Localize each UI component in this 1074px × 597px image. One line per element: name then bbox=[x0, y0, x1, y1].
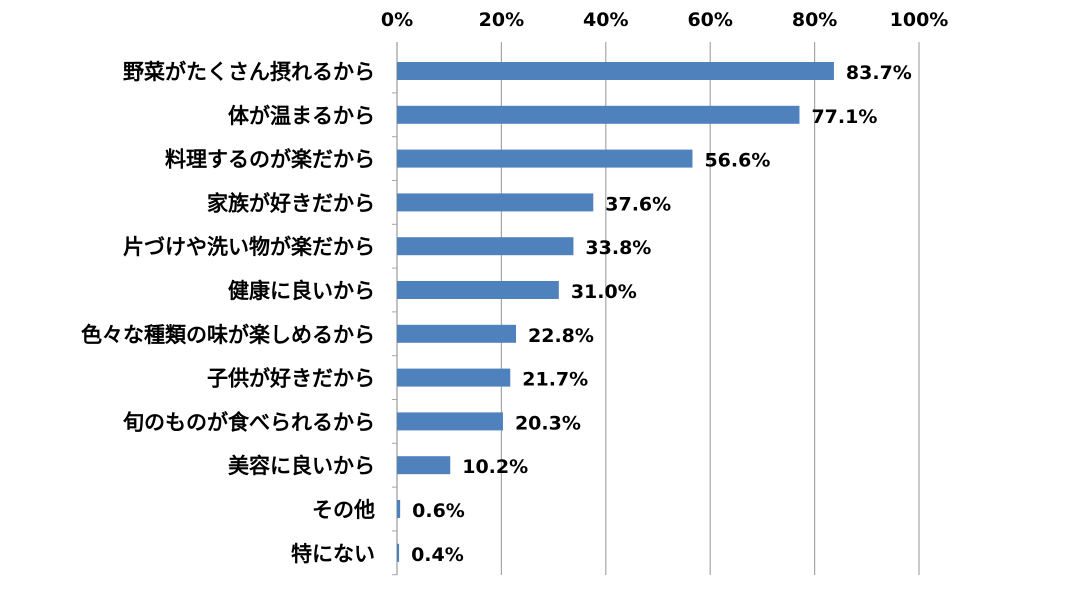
gridlines bbox=[392, 42, 920, 576]
data-label-4: 33.8% bbox=[585, 237, 651, 259]
category-label-10: その他 bbox=[312, 498, 375, 522]
bars bbox=[397, 62, 834, 562]
bar-9 bbox=[397, 456, 451, 475]
bar-2 bbox=[397, 149, 693, 168]
x-tick-label-60: 60% bbox=[687, 9, 732, 31]
bar-6 bbox=[397, 324, 517, 343]
data-label-1: 77.1% bbox=[811, 106, 877, 128]
bar-5 bbox=[397, 281, 559, 299]
data-label-5: 31.0% bbox=[571, 281, 637, 303]
bar-10 bbox=[397, 500, 401, 518]
bar-1 bbox=[397, 105, 800, 124]
category-label-8: 旬のものが食べられるから bbox=[122, 410, 375, 434]
data-label-10: 0.6% bbox=[412, 500, 465, 522]
x-tick-label-40: 40% bbox=[583, 9, 628, 31]
data-label-8: 20.3% bbox=[515, 412, 581, 434]
x-tick-label-20: 20% bbox=[479, 9, 524, 31]
data-labels: 83.7% 77.1% 56.6% 37.6% 33.8% 31.0% 22.8% 21.7%… bbox=[411, 62, 912, 566]
data-label-6: 22.8% bbox=[528, 325, 594, 347]
category-label-3: 家族が好きだから bbox=[207, 191, 375, 215]
x-tick-label-80: 80% bbox=[792, 9, 837, 31]
category-label-9: 美容に良いから bbox=[228, 454, 375, 478]
bar-8 bbox=[397, 412, 503, 431]
data-label-7: 21.7% bbox=[522, 369, 588, 391]
x-axis-tick-labels: 0% 20% 40% 60% 80% 100% bbox=[381, 9, 948, 31]
category-label-5: 健康に良いから bbox=[228, 279, 375, 303]
category-label-11: 特にない bbox=[291, 542, 375, 566]
category-label-0: 野菜がたくさん摂れるから bbox=[123, 60, 375, 84]
bar-11 bbox=[397, 543, 400, 562]
data-label-2: 56.6% bbox=[704, 150, 770, 172]
x-tick-label-0: 0% bbox=[381, 9, 413, 31]
bar-0 bbox=[397, 62, 834, 80]
bar-4 bbox=[397, 237, 574, 256]
category-label-7: 子供が好きだから bbox=[207, 367, 375, 391]
bar-7 bbox=[397, 368, 511, 387]
data-label-0: 83.7% bbox=[846, 62, 912, 84]
bar-3 bbox=[397, 193, 594, 212]
category-label-1: 体が温まるから bbox=[228, 104, 375, 128]
category-label-6: 色々な種類の味が楽しめるから bbox=[81, 323, 375, 347]
x-tick-label-100: 100% bbox=[890, 9, 949, 31]
data-label-11: 0.4% bbox=[411, 544, 464, 566]
data-label-9: 10.2% bbox=[462, 456, 528, 478]
category-label-2: 料理するのが楽だから bbox=[165, 148, 375, 172]
category-labels: 野菜がたくさん摂れるから体が温まるから料理するのが楽だから家族が好きだから片づけ… bbox=[81, 60, 375, 566]
category-label-4: 片づけや洗い物が楽だから bbox=[123, 235, 375, 259]
data-label-3: 37.6% bbox=[605, 193, 671, 215]
